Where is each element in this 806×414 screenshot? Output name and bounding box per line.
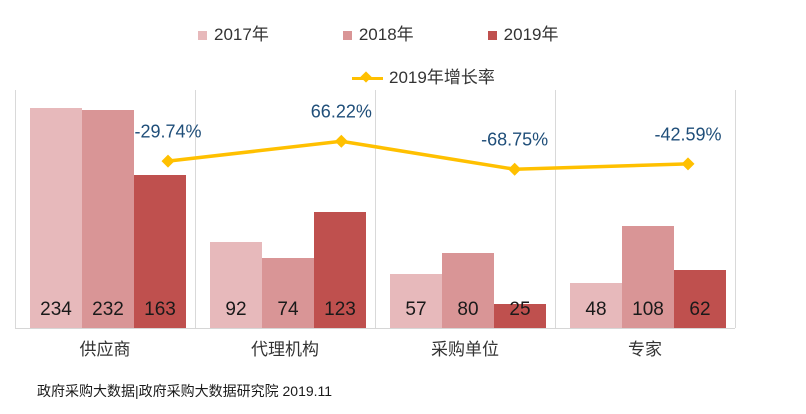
source-credit: 政府采购大数据|政府采购大数据研究院 2019.11 [37,383,333,399]
gridline [15,90,16,328]
gridline [375,90,376,328]
gridline [555,90,556,328]
legend-label-2019: 2019年 [503,25,559,44]
category-label-专家: 专家 [628,340,662,359]
legend-item-2018: 2018年 [342,25,414,44]
gridline [735,90,736,328]
bar-2018年-代理机构 [262,258,314,328]
growth-rate-label: 66.22% [310,101,372,122]
bar-2017年-代理机构 [210,242,262,328]
bar-value-label: 57 [405,299,427,320]
bar-value-label: 108 [632,299,664,320]
diamond-marker-icon [334,134,348,148]
bar-value-label: 25 [509,299,531,320]
bar-2017年-采购单位 [390,274,442,328]
bar-2019年-专家 [674,270,726,328]
category-label-供应商: 供应商 [79,340,131,359]
growth-rate-label: -29.74% [134,121,202,142]
category-label-采购单位: 采购单位 [431,340,499,359]
legend-label-2017: 2017年 [214,25,269,44]
diamond-marker-icon [161,154,175,168]
bar-value-label: 62 [689,299,711,320]
legend-swatch-2019-icon [487,30,497,40]
bar-2019年-采购单位 [494,304,546,328]
bar-value-label: 123 [324,299,356,320]
bar-2018年-供应商 [82,110,134,328]
bar-value-label: 80 [457,299,479,320]
legend-item-2017: 2017年 [198,26,269,44]
diamond-marker-icon [508,162,522,176]
bar-2019年-代理机构 [314,212,366,328]
x-axis-line [15,328,735,329]
legend-growth-line: 2019年增长率 [352,69,495,87]
bar-value-label: 48 [585,299,607,320]
growth-rate-line [167,139,689,172]
bar-value-label: 74 [277,299,299,320]
bar-2017年-供应商 [30,108,82,328]
growth-rate-label: -42.59% [654,124,722,145]
legend-bars: 2017年 2018年 2019年 [198,26,558,44]
legend-swatch-2017-icon [198,30,207,40]
legend-item-2019: 2019年 [487,25,559,44]
growth-rate-label: -68.75% [481,129,549,150]
diamond-marker-icon [681,157,695,171]
line-marker-icon [352,69,383,87]
bar-2018年-采购单位 [442,253,494,328]
legend-label-growth: 2019年增长率 [389,68,495,87]
bar-value-label: 163 [144,299,176,320]
bar-value-label: 232 [92,299,124,320]
legend-swatch-2018-icon [342,30,352,40]
bar-2019年-供应商 [134,175,186,328]
bar-2018年-专家 [622,226,674,328]
bar-value-label: 92 [225,299,247,320]
bar-value-label: 234 [40,299,72,320]
bar-2017年-专家 [570,283,622,328]
legend-label-2018: 2018年 [358,25,414,44]
gridline [195,90,196,328]
category-label-代理机构: 代理机构 [251,340,319,359]
